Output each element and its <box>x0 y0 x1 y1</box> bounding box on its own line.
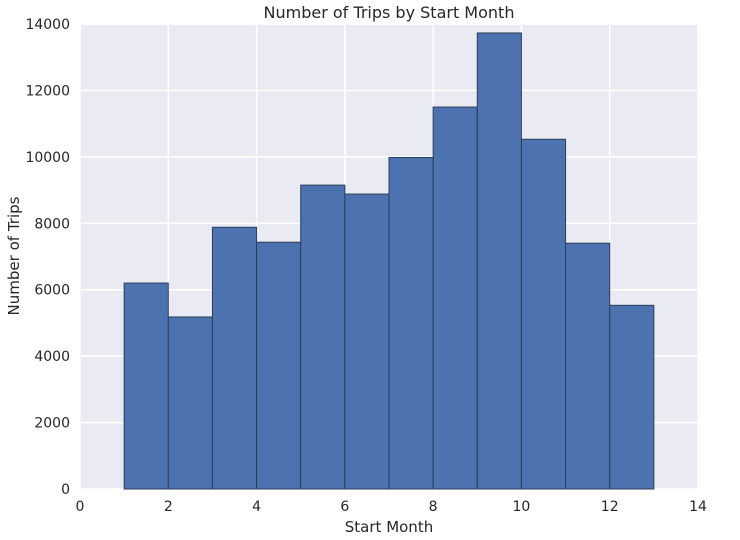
x-tick-label: 12 <box>601 499 619 515</box>
histogram-bar <box>609 304 655 490</box>
y-tick-label: 12000 <box>25 83 70 99</box>
histogram-bar <box>256 241 302 490</box>
y-tick-label: 0 <box>61 482 70 498</box>
bars <box>123 32 655 490</box>
x-tick-label: 14 <box>689 499 707 515</box>
x-tick-label: 8 <box>429 499 438 515</box>
histogram-bar <box>520 138 567 490</box>
x-axis-label: Start Month <box>345 518 433 536</box>
histogram-bar <box>432 106 478 490</box>
y-tick-label: 6000 <box>34 283 70 299</box>
histogram-bar <box>476 32 522 490</box>
x-tick-label: 6 <box>340 499 349 515</box>
x-tick-labels: 0 2 4 6 8 10 12 14 <box>76 499 707 515</box>
y-tick-label: 8000 <box>34 216 70 232</box>
histogram-bar <box>565 242 611 490</box>
y-axis-label: Number of Trips <box>5 196 23 315</box>
histogram-bar <box>123 282 169 490</box>
x-tick-label: 10 <box>513 499 531 515</box>
y-tick-label: 4000 <box>34 349 70 365</box>
y-tick-label: 14000 <box>25 17 70 33</box>
chart-title: Number of Trips by Start Month <box>264 3 515 22</box>
histogram-bar <box>167 316 213 490</box>
y-tick-label: 2000 <box>34 416 70 432</box>
y-tick-labels: 0 2000 4000 6000 8000 10000 12000 14000 <box>25 17 70 498</box>
x-tick-label: 4 <box>252 499 261 515</box>
histogram-bar <box>211 226 258 490</box>
histogram-bar <box>300 184 346 490</box>
histogram-bar <box>388 157 434 490</box>
histogram-bar <box>344 193 390 490</box>
x-tick-label: 2 <box>164 499 173 515</box>
y-tick-label: 10000 <box>25 150 70 166</box>
x-tick-label: 0 <box>76 499 85 515</box>
